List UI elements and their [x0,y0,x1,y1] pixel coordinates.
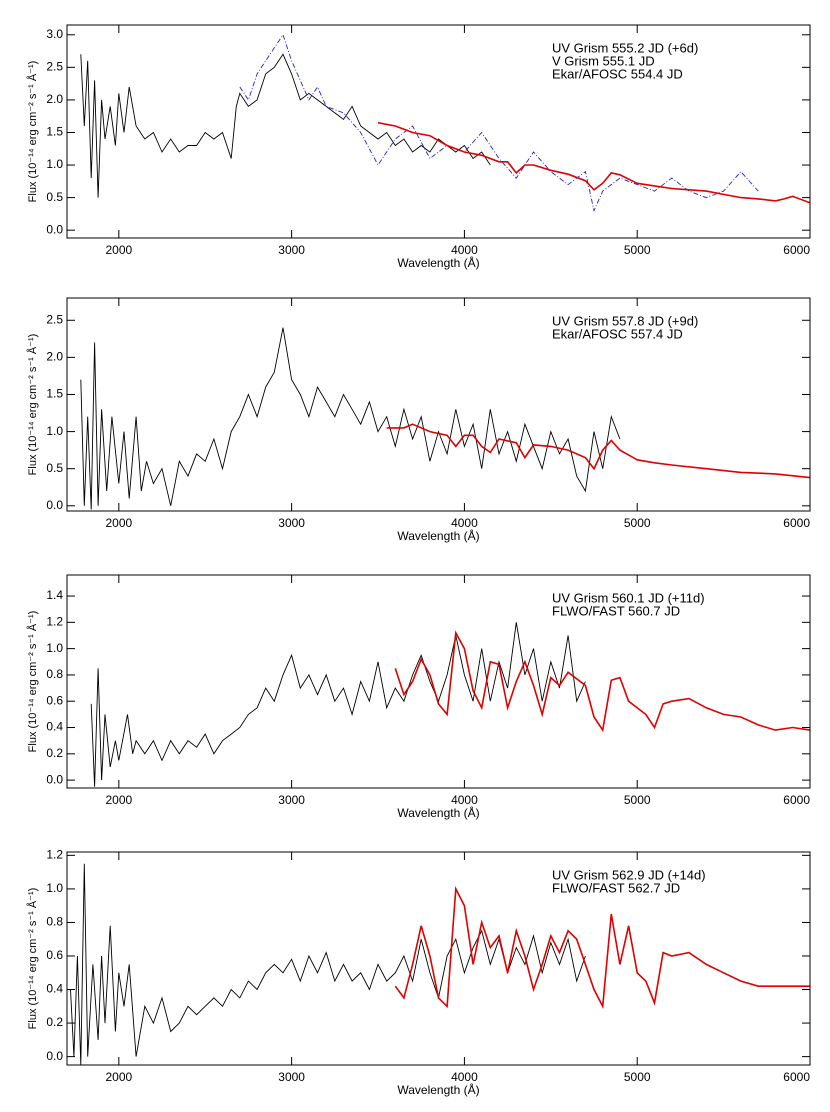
plot-frame [66,574,811,789]
y-tick-label: 0.5 [46,190,63,204]
y-tick-label: 0.4 [46,982,63,996]
y-tick-label: 0.0 [46,222,63,236]
y-tick-label: 1.5 [46,125,63,139]
y-axis-label: Flux (10⁻¹⁴ erg cm⁻² s⁻¹ Å⁻¹) [26,61,39,203]
y-tick-label: 1.2 [46,615,63,629]
legend-entry: Ekar/AFOSC 557.4 JD [552,326,683,341]
x-tick-label: 2000 [105,793,132,807]
x-tick-label: 4000 [451,243,478,257]
x-tick-label: 2000 [105,516,132,530]
x-tick-label: 5000 [624,1070,651,1084]
legend-entry: UV Grism 557.8 JD (+9d) [552,313,698,328]
x-tick-label: 3000 [278,793,305,807]
legend-entry: UV Grism 562.9 JD (+14d) [552,867,706,882]
y-tick-label: 0.8 [46,667,63,681]
x-tick-label: 3000 [278,243,305,257]
x-tick-label: 3000 [278,1070,305,1084]
x-tick-label: 6000 [783,1070,810,1084]
y-tick-label: 0.0 [46,772,63,786]
y-axis-label: Flux (10⁻¹⁴ erg cm⁻² s⁻¹ Å⁻¹) [26,888,39,1030]
spectrum-line [394,630,810,733]
legend-entry: UV Grism 560.1 JD (+11d) [552,590,705,605]
y-tick-label: 0.2 [46,1015,63,1029]
x-axis-label: Wavelength (Å) [397,805,479,820]
y-tick-label: 1.4 [46,588,63,602]
x-tick-label: 6000 [783,516,810,530]
legend-entry: FLWO/FAST 560.7 JD [552,603,680,618]
legend-entry: UV Grism 555.2 JD (+6d) [552,40,698,55]
x-tick-label: 2000 [105,243,132,257]
x-tick-label: 6000 [783,243,810,257]
y-tick-label: 1.0 [46,157,63,171]
y-tick-label: 0.6 [46,693,63,707]
x-tick-label: 6000 [783,793,810,807]
y-tick-label: 1.0 [46,424,63,438]
y-tick-label: 0.4 [46,720,63,734]
y-tick-label: 1.2 [46,848,63,862]
y-tick-label: 1.0 [46,881,63,895]
spectrum-line [386,423,810,479]
plot-frame [66,851,811,1066]
y-axis-label: Flux (10⁻¹⁴ erg cm⁻² s⁻¹ Å⁻¹) [26,334,39,476]
x-tick-label: 4000 [451,1070,478,1084]
x-axis-label: Wavelength (Å) [397,1082,479,1097]
x-tick-label: 4000 [451,793,478,807]
y-tick-label: 1.5 [46,387,63,401]
y-axis-label: Flux (10⁻¹⁴ erg cm⁻² s⁻¹ Å⁻¹) [26,611,39,753]
y-tick-label: 3.0 [46,27,63,41]
x-tick-label: 2000 [105,1070,132,1084]
y-tick-label: 2.5 [46,60,63,74]
x-tick-label: 4000 [451,516,478,530]
y-tick-label: 0.2 [46,746,63,760]
y-tick-label: 1.0 [46,641,63,655]
x-tick-label: 5000 [624,793,651,807]
spectrum-line [239,33,759,213]
legend-entry: FLWO/FAST 562.7 JD [552,880,680,895]
x-tick-label: 3000 [278,516,305,530]
y-tick-label: 0.0 [46,1049,63,1063]
x-axis-label: Wavelength (Å) [397,528,479,543]
spectrum-line [80,327,621,510]
spectrum-line [394,885,810,1010]
y-tick-label: 2.5 [46,312,63,326]
x-axis-label: Wavelength (Å) [397,255,479,270]
y-tick-label: 2.0 [46,350,63,364]
y-tick-label: 2.0 [46,92,63,106]
y-tick-label: 0.5 [46,461,63,475]
spectrum-line [70,863,586,1065]
legend-entry: Ekar/AFOSC 554.4 JD [552,66,683,81]
spectrum-line [377,121,810,204]
x-tick-label: 5000 [624,516,651,530]
spectrum-line [90,622,586,787]
y-tick-label: 0.0 [46,498,63,512]
y-tick-label: 0.6 [46,948,63,962]
plot-frame [66,24,811,239]
x-tick-label: 5000 [624,243,651,257]
y-tick-label: 0.8 [46,915,63,929]
legend-entry: V Grism 555.1 JD [552,53,655,68]
spectrum-line [80,53,491,198]
plot-frame [66,297,811,512]
